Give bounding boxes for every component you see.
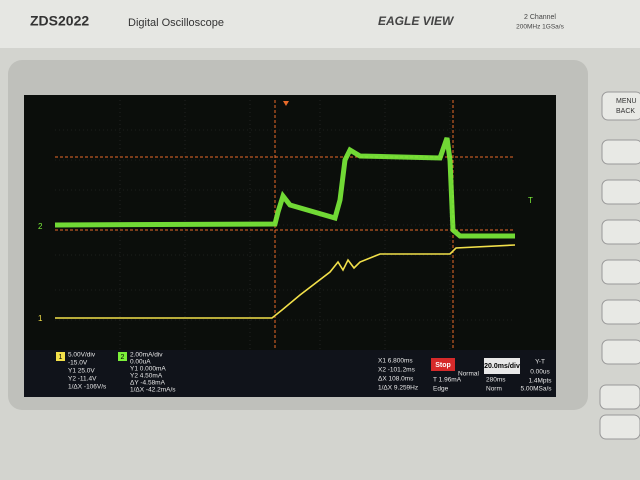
readout-line: 0.00uA bbox=[130, 359, 151, 366]
acq-mode: Norm bbox=[486, 386, 502, 393]
timebase-scale: 20.0ms/div bbox=[484, 363, 520, 370]
display-mode: Y-T bbox=[535, 359, 545, 366]
screen bbox=[24, 95, 556, 397]
delay: 0.00us bbox=[530, 369, 550, 376]
side-button[interactable] bbox=[601, 259, 640, 285]
readout-line: X2 -101.2ms bbox=[378, 367, 416, 374]
readout-line: Y2 4.50mA bbox=[130, 373, 163, 380]
channels: 2 Channel bbox=[524, 14, 556, 21]
readout-line: 5.00V/div bbox=[68, 352, 96, 359]
menu-label: MENU bbox=[616, 98, 637, 105]
depth: 1.4Mpts bbox=[528, 378, 552, 385]
readout-line: X1 6.800ms bbox=[378, 358, 413, 365]
side-button[interactable] bbox=[601, 139, 640, 165]
ch2-badge-box bbox=[118, 352, 127, 361]
arrow-button[interactable] bbox=[599, 414, 640, 440]
trigger-status: Stop bbox=[435, 362, 451, 369]
ch1-badge: 1 bbox=[59, 354, 63, 361]
trigger-type: Edge bbox=[433, 386, 449, 393]
top-panel bbox=[0, 0, 640, 48]
back-label: BACK bbox=[616, 108, 635, 115]
arrow-button[interactable] bbox=[599, 384, 640, 410]
readout-line: 2.00mA/div bbox=[130, 352, 163, 359]
trigger-mode: Normal bbox=[458, 371, 480, 378]
readout-line: ΔY -4.58mA bbox=[130, 380, 166, 387]
readout-line: 1/ΔX -106V/s bbox=[68, 384, 107, 391]
readout-line: 1/ΔX 9.259Hz bbox=[378, 385, 418, 392]
side-button[interactable] bbox=[601, 339, 640, 365]
timebase-span: 280ms bbox=[486, 377, 506, 384]
trigger-marker: T bbox=[528, 196, 533, 205]
readout-line: ΔX 108.0ms bbox=[378, 376, 414, 383]
readout-bar bbox=[24, 350, 556, 397]
side-button[interactable] bbox=[601, 219, 640, 245]
readout-line: -15.0V bbox=[68, 360, 88, 367]
trigger-level: T 1.96mA bbox=[433, 377, 462, 384]
ch2-trace bbox=[54, 137, 515, 239]
brand: ZDS2022 bbox=[30, 13, 89, 29]
product: Digital Oscilloscope bbox=[128, 17, 224, 29]
sample-rate: 5.00MSa/s bbox=[520, 386, 552, 393]
readout-line: Y2 -11.4V bbox=[68, 376, 97, 383]
stop-box bbox=[431, 358, 455, 371]
timebase-box bbox=[484, 358, 520, 374]
spec: 200MHz 1GSa/s bbox=[516, 24, 564, 31]
side-button[interactable] bbox=[601, 179, 640, 205]
ch1-trace bbox=[55, 244, 516, 319]
side-buttons: MENU BACK bbox=[601, 91, 640, 121]
readout-line: Y1 0.000mA bbox=[130, 366, 166, 373]
ch1-marker: 1 bbox=[38, 314, 43, 323]
trigger-pos bbox=[283, 101, 289, 106]
ch2-badge: 2 bbox=[121, 354, 125, 361]
readout-line: Y1 25.0V bbox=[68, 368, 95, 375]
side-button[interactable] bbox=[601, 299, 640, 325]
ch2-marker: 2 bbox=[38, 222, 43, 231]
menu-button[interactable] bbox=[601, 91, 640, 121]
readout-line: 1/ΔX -42.2mA/s bbox=[130, 387, 176, 394]
logo: EAGLE VIEW bbox=[378, 14, 455, 28]
ch1-badge-box bbox=[56, 352, 65, 361]
